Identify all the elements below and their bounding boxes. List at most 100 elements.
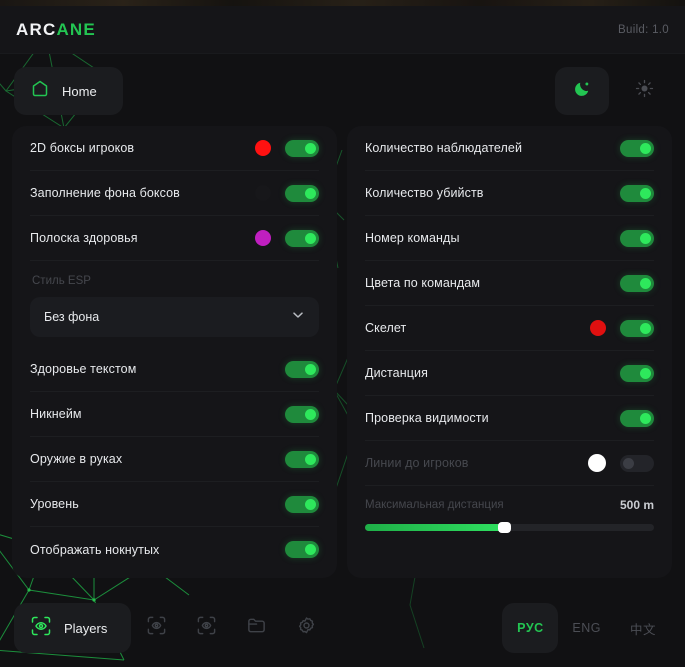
toggle-switch[interactable] <box>620 454 654 472</box>
visual-scan-icon <box>196 615 217 641</box>
setting-row[interactable]: Никнейм <box>30 392 319 437</box>
toggle-switch[interactable] <box>285 229 319 247</box>
setting-row[interactable]: Линии до игроков <box>365 441 654 486</box>
toggle-knob <box>640 367 651 379</box>
setting-controls <box>255 229 319 247</box>
toggle-switch[interactable] <box>620 274 654 292</box>
toggle-switch[interactable] <box>620 184 654 202</box>
theme-switcher <box>555 67 671 115</box>
tab-settings[interactable] <box>281 603 331 653</box>
color-swatch[interactable] <box>255 230 271 246</box>
setting-row[interactable]: Здоровье текстом <box>30 347 319 392</box>
language-button-ru[interactable]: РУС <box>502 603 559 653</box>
setting-row[interactable]: Уровень <box>30 482 319 527</box>
toggle-switch[interactable] <box>285 184 319 202</box>
setting-row[interactable]: Скелет <box>365 306 654 351</box>
setting-label: 2D боксы игроков <box>30 141 135 155</box>
tab-home[interactable]: Home <box>14 67 123 115</box>
chevron-down-icon <box>291 308 305 327</box>
toggle-switch[interactable] <box>620 364 654 382</box>
esp-style-dropdown[interactable]: Без фона <box>30 297 319 337</box>
setting-label: Полоска здоровья <box>30 231 138 245</box>
setting-label: Линии до игроков <box>365 456 469 470</box>
theme-light-button[interactable] <box>617 67 671 115</box>
max-distance-group: Максимальная дистанция 500 m <box>365 486 654 533</box>
tab-visuals[interactable] <box>181 603 231 653</box>
setting-row[interactable]: Проверка видимости <box>365 396 654 441</box>
toggle-knob <box>640 322 651 334</box>
setting-row[interactable]: 2D боксы игроков <box>30 126 319 171</box>
setting-row[interactable]: Количество наблюдателей <box>365 126 654 171</box>
setting-label: Оружие в руках <box>30 452 123 466</box>
setting-row[interactable]: Полоска здоровья <box>30 216 319 261</box>
toggle-knob <box>640 232 651 244</box>
language-switcher: РУС ENG 中文 <box>502 603 671 653</box>
esp-style-label: Стиль ESP <box>32 275 91 287</box>
language-button-en[interactable]: ENG <box>572 621 601 635</box>
wallpaper-strip <box>0 0 685 6</box>
color-swatch[interactable] <box>255 140 271 156</box>
toggle-switch[interactable] <box>620 229 654 247</box>
tab-configs[interactable] <box>231 603 281 653</box>
setting-label: Уровень <box>30 497 79 511</box>
setting-label: Проверка видимости <box>365 411 489 425</box>
setting-row[interactable]: Количество убийств <box>365 171 654 216</box>
setting-label: Цвета по командам <box>365 276 481 290</box>
theme-dark-button[interactable] <box>555 67 609 115</box>
toggle-knob <box>305 544 316 555</box>
bottom-bar: Players <box>0 589 685 667</box>
setting-controls <box>590 319 654 337</box>
build-version-label: Build: 1.0 <box>618 23 669 36</box>
title-bar: ARCANE Build: 1.0 <box>0 6 685 54</box>
tab-aim[interactable] <box>131 603 181 653</box>
setting-label: Здоровье текстом <box>30 362 137 376</box>
slider-thumb[interactable] <box>497 522 511 533</box>
esp-style-group: Стиль ESP Без фона <box>30 261 319 337</box>
toggle-knob <box>305 232 316 244</box>
setting-label: Количество наблюдателей <box>365 141 523 155</box>
toggle-switch[interactable] <box>620 319 654 337</box>
toggle-switch[interactable] <box>285 405 319 423</box>
toggle-knob <box>640 187 651 199</box>
max-distance-slider[interactable] <box>365 522 654 533</box>
setting-row[interactable]: Номер команды <box>365 216 654 261</box>
tab-players[interactable]: Players <box>14 603 132 653</box>
aim-scan-icon <box>146 615 167 641</box>
color-swatch[interactable] <box>590 320 606 336</box>
tab-players-label: Players <box>64 620 108 636</box>
setting-row[interactable]: Заполнение фона боксов <box>30 171 319 216</box>
toggle-switch[interactable] <box>620 409 654 427</box>
panel-esp-left: 2D боксы игроков Заполнение фона боксов … <box>12 126 337 578</box>
toggle-switch[interactable] <box>285 360 319 378</box>
setting-row[interactable]: Дистанция <box>365 351 654 396</box>
folder-icon <box>246 615 267 641</box>
player-scan-icon <box>30 615 52 642</box>
home-icon <box>30 79 50 104</box>
panel-esp-right: Количество наблюдателей Количество убийс… <box>347 126 672 578</box>
setting-label: Никнейм <box>30 407 82 421</box>
max-distance-label: Максимальная дистанция <box>365 499 504 511</box>
setting-row[interactable]: Отображать нокнутых <box>30 527 319 572</box>
toggle-switch[interactable] <box>285 495 319 513</box>
toggle-switch[interactable] <box>285 541 319 558</box>
setting-controls <box>255 184 319 202</box>
setting-label: Отображать нокнутых <box>30 542 160 557</box>
toggle-knob <box>305 498 316 510</box>
language-button-zh[interactable]: 中文 <box>629 622 656 637</box>
color-swatch[interactable] <box>588 454 606 472</box>
toggle-knob <box>640 277 651 289</box>
toggle-switch[interactable] <box>285 139 319 157</box>
toggle-switch[interactable] <box>620 139 654 157</box>
toggle-knob <box>305 187 316 199</box>
setting-row[interactable]: Оружие в руках <box>30 437 319 482</box>
toggle-switch[interactable] <box>285 450 319 468</box>
moon-icon <box>573 79 592 103</box>
toggle-knob <box>623 457 634 469</box>
setting-label: Дистанция <box>365 366 428 380</box>
toggle-knob <box>305 142 316 154</box>
setting-row[interactable]: Цвета по командам <box>365 261 654 306</box>
color-swatch[interactable] <box>255 185 271 201</box>
toggle-knob <box>305 363 316 375</box>
max-distance-value: 500 m <box>619 498 654 512</box>
